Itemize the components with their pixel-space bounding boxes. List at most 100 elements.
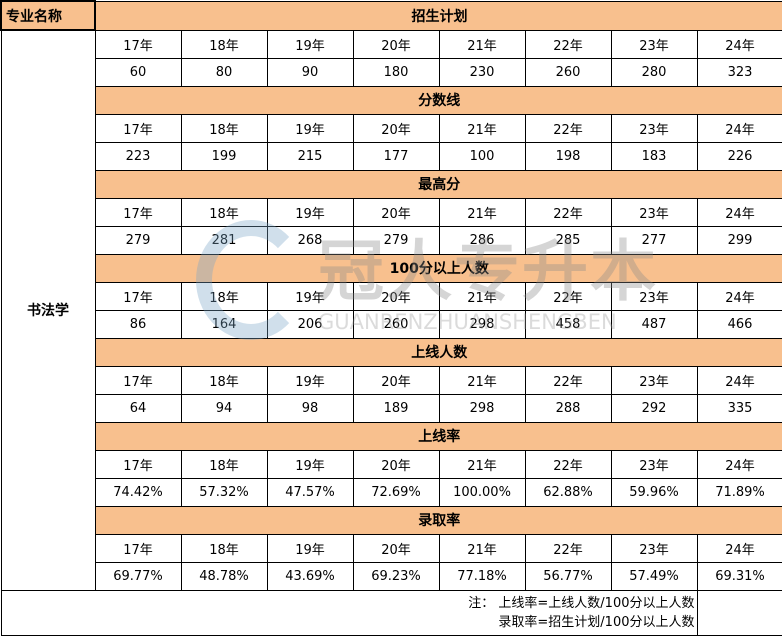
section-title: 上线人数 [94, 337, 782, 367]
year-cell: 24年 [696, 29, 782, 59]
value-cell: 335 [696, 393, 782, 423]
year-cell: 22年 [524, 449, 612, 479]
value-cell: 281 [180, 225, 268, 255]
year-cell: 17年 [94, 281, 182, 311]
year-cell: 19年 [266, 533, 354, 563]
year-cell: 23年 [610, 365, 698, 395]
year-cell: 23年 [610, 281, 698, 311]
section-title: 最高分 [94, 169, 782, 199]
year-row: 17年 18年 19年 20年 21年 22年 23年 24年 [1, 449, 782, 479]
value-cell: 487 [610, 309, 698, 339]
value-row: 223 199 215 177 100 198 183 226 [1, 141, 782, 171]
year-row: 17年 18年 19年 20年 21年 22年 23年 24年 [1, 113, 782, 143]
section-header-row: 上线率 [1, 421, 782, 451]
year-cell: 22年 [524, 29, 612, 59]
year-row: 17年 18年 19年 20年 21年 22年 23年 24年 [1, 197, 782, 227]
year-cell: 17年 [94, 533, 182, 563]
year-cell: 17年 [94, 113, 182, 143]
year-row: 17年 18年 19年 20年 21年 22年 23年 24年 [1, 365, 782, 395]
value-cell: 292 [610, 393, 698, 423]
value-cell: 57.32% [180, 477, 268, 507]
year-cell: 18年 [180, 533, 268, 563]
year-cell: 19年 [266, 197, 354, 227]
value-cell: 69.23% [352, 561, 440, 591]
year-cell: 18年 [180, 113, 268, 143]
value-cell: 183 [610, 141, 698, 171]
value-cell: 56.77% [524, 561, 612, 591]
year-cell: 18年 [180, 449, 268, 479]
value-cell: 177 [352, 141, 440, 171]
value-cell: 43.69% [266, 561, 354, 591]
value-cell: 299 [696, 225, 782, 255]
value-cell: 199 [180, 141, 268, 171]
year-cell: 17年 [94, 449, 182, 479]
section-title: 招生计划 [95, 0, 782, 31]
value-row: 279 281 268 279 286 285 277 299 [1, 225, 782, 255]
value-cell: 458 [524, 309, 612, 339]
year-cell: 24年 [696, 197, 782, 227]
year-cell: 20年 [352, 281, 440, 311]
value-cell: 279 [352, 225, 440, 255]
value-cell: 100 [438, 141, 526, 171]
year-cell: 20年 [352, 449, 440, 479]
year-cell: 20年 [352, 197, 440, 227]
year-cell: 20年 [352, 29, 440, 59]
value-cell: 94 [180, 393, 268, 423]
value-cell: 100.00% [438, 477, 526, 507]
year-row: 书法学 17年 18年 19年 20年 21年 22年 23年 24年 [0, 29, 782, 591]
value-cell: 90 [266, 57, 354, 87]
section-title: 100分以上人数 [94, 253, 782, 283]
value-row: 64 94 98 189 298 288 292 335 [1, 393, 782, 423]
year-cell: 20年 [352, 113, 440, 143]
year-cell: 17年 [94, 197, 182, 227]
section-header-row: 100分以上人数 [1, 253, 782, 283]
year-cell: 24年 [696, 449, 782, 479]
year-cell: 24年 [696, 113, 782, 143]
section-header-row: 最高分 [1, 169, 782, 199]
value-cell: 47.57% [266, 477, 354, 507]
value-cell: 189 [352, 393, 440, 423]
year-cell: 23年 [610, 29, 698, 59]
year-cell: 17年 [94, 29, 182, 59]
year-cell: 20年 [352, 365, 440, 395]
year-cell: 22年 [524, 281, 612, 311]
section-title: 分数线 [94, 85, 782, 115]
value-cell: 64 [94, 393, 182, 423]
major-name: 书法学 [0, 29, 96, 591]
value-cell: 72.69% [352, 477, 440, 507]
value-cell: 298 [438, 393, 526, 423]
value-cell: 280 [610, 57, 698, 87]
value-cell: 48.78% [180, 561, 268, 591]
note: 注： 上线率=上线人数/100分以上人数 录取率=招生计划/100分以上人数 [0, 589, 698, 636]
note-line-1: 注： 上线率=上线人数/100分以上人数 [468, 595, 695, 611]
year-cell: 23年 [610, 449, 698, 479]
value-cell: 288 [524, 393, 612, 423]
year-cell: 22年 [524, 365, 612, 395]
value-cell: 80 [180, 57, 268, 87]
value-cell: 277 [610, 225, 698, 255]
year-cell: 21年 [438, 113, 526, 143]
value-cell: 62.88% [524, 477, 612, 507]
year-cell: 23年 [610, 533, 698, 563]
value-cell: 223 [94, 141, 182, 171]
value-cell: 286 [438, 225, 526, 255]
year-cell: 17年 [94, 365, 182, 395]
section-title: 上线率 [94, 421, 782, 451]
value-cell: 69.31% [696, 561, 782, 591]
value-cell: 260 [524, 57, 612, 87]
value-row: 74.42% 57.32% 47.57% 72.69% 100.00% 62.88% 59.… [1, 477, 782, 507]
year-cell: 21年 [438, 533, 526, 563]
value-cell: 57.49% [610, 561, 698, 591]
value-cell: 215 [266, 141, 354, 171]
value-cell: 298 [438, 309, 526, 339]
year-row: 17年 18年 19年 20年 21年 22年 23年 24年 [1, 533, 782, 563]
value-row: 60 80 90 180 230 260 280 323 [1, 57, 782, 87]
year-cell: 21年 [438, 29, 526, 59]
value-row: 69.77% 48.78% 43.69% 69.23% 77.18% 56.77% 57.4… [1, 561, 782, 591]
value-cell: 206 [266, 309, 354, 339]
year-cell: 22年 [524, 113, 612, 143]
value-cell: 69.77% [94, 561, 182, 591]
year-cell: 19年 [266, 449, 354, 479]
year-row: 17年 18年 19年 20年 21年 22年 23年 24年 [1, 281, 782, 311]
value-cell: 180 [352, 57, 440, 87]
